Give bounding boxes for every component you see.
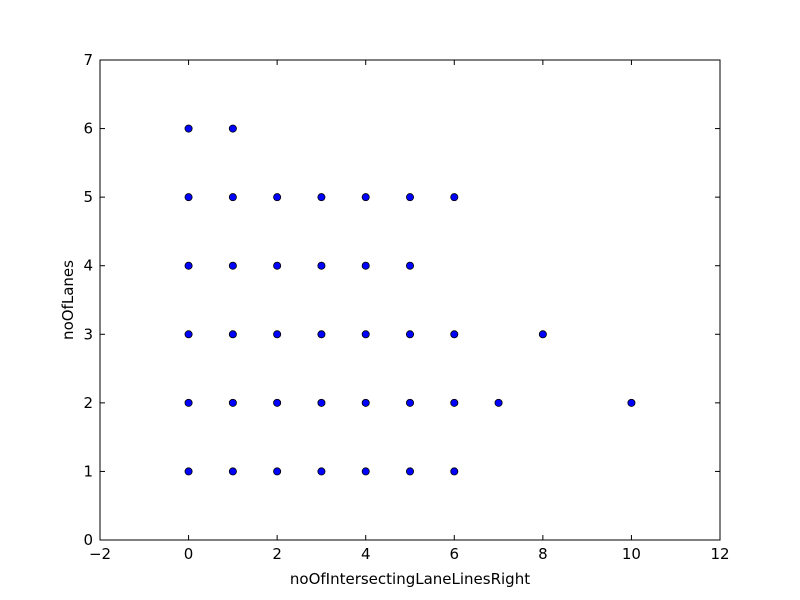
x-tick-label: 10 [622,545,641,563]
x-tick-label: 0 [184,545,194,563]
scatter-point [405,330,414,339]
scatter-point [361,330,370,339]
scatter-point [228,330,237,339]
x-tick-label: 8 [538,545,548,563]
x-tick-label: −2 [89,545,111,563]
scatter-point [184,330,193,339]
scatter-point [273,467,282,476]
y-tick-label: 6 [83,120,93,138]
y-tick-label: 0 [83,531,93,549]
scatter-point [228,398,237,407]
x-axis-label: noOfIntersectingLaneLinesRight [290,570,530,588]
scatter-point [228,261,237,270]
x-tick-label: 2 [272,545,282,563]
scatter-point [361,398,370,407]
scatter-point [405,193,414,202]
scatter-point [450,467,459,476]
y-tick-label: 4 [83,257,93,275]
scatter-point [627,398,636,407]
scatter-point [361,467,370,476]
x-tick-label: 12 [710,545,729,563]
scatter-point [538,330,547,339]
scatter-point [273,193,282,202]
scatter-point [317,193,326,202]
scatter-point [273,330,282,339]
y-tick-label: 5 [83,188,93,206]
scatter-point [228,124,237,133]
points-layer [184,124,636,476]
x-tick-label: 4 [361,545,371,563]
y-tick-label: 1 [83,462,93,480]
scatter-point [317,330,326,339]
scatter-point [184,124,193,133]
scatter-point [273,261,282,270]
scatter-point [405,398,414,407]
scatter-point [317,467,326,476]
y-tick-label: 2 [83,394,93,412]
scatter-point [450,398,459,407]
scatter-point [228,193,237,202]
scatter-point [494,398,503,407]
y-tick-label: 3 [83,325,93,343]
plot-frame [99,59,721,541]
scatter-point [361,261,370,270]
y-tick-label: 7 [83,51,93,69]
scatter-point [450,193,459,202]
scatter-point [273,398,282,407]
scatter-point [405,261,414,270]
scatter-point [361,193,370,202]
scatter-point [184,261,193,270]
scatter-point [228,467,237,476]
y-axis-label: noOfLanes [59,260,77,340]
scatter-point [184,398,193,407]
scatter-point [450,330,459,339]
x-tick-label: 6 [450,545,460,563]
scatter-point [184,193,193,202]
scatter-point [184,467,193,476]
scatter-point [317,398,326,407]
scatter-point [405,467,414,476]
scatter-point [317,261,326,270]
